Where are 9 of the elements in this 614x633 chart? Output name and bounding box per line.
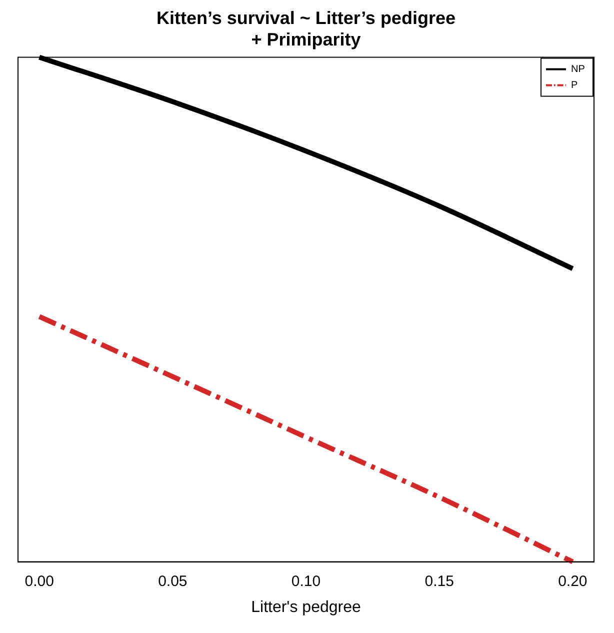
x-tick-label: 0.15: [424, 572, 454, 590]
x-tick-label: 0.20: [558, 572, 588, 590]
legend-label: P: [571, 80, 578, 91]
x-tick-label: 0.10: [291, 572, 321, 590]
x-tick-label: 0.05: [158, 572, 188, 590]
x-tick-label: 0.00: [24, 572, 54, 590]
x-axis-title: Litter's pedgree: [251, 598, 361, 616]
chart-title: Kitten’s survival ~ Litter’s pedigree + Primiparity: [156, 8, 456, 50]
legend-label: NP: [571, 64, 586, 75]
